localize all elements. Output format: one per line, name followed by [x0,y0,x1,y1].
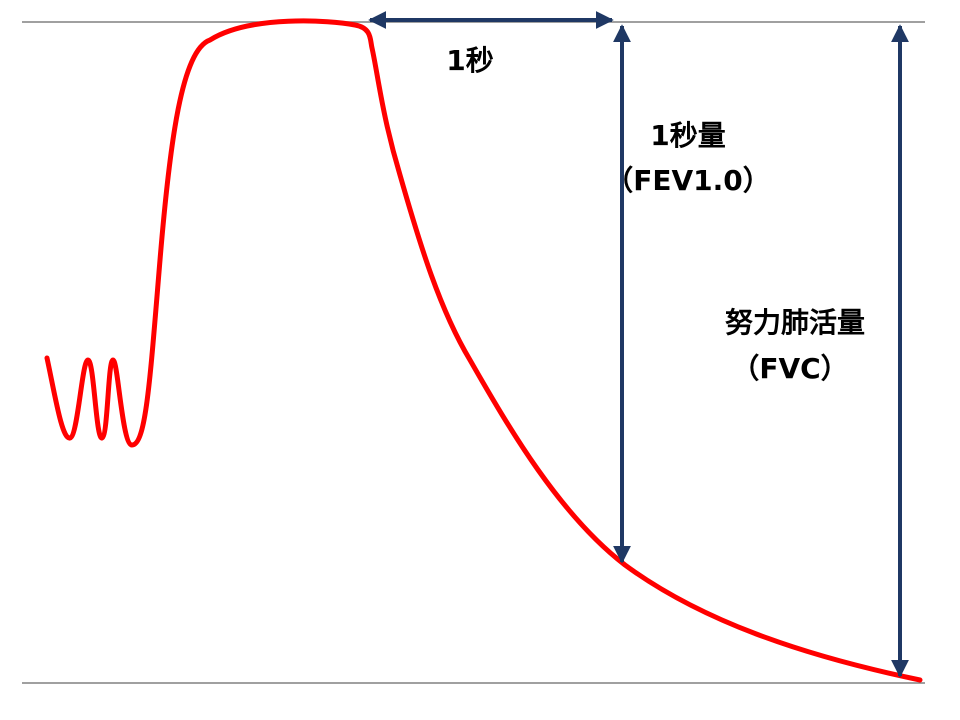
fev-title-label: 1秒量 [650,119,725,152]
fev-abbr-label: （FEV1.0） [605,164,771,197]
fvc-abbr-label: （FVC） [731,352,848,385]
spirometry-curve [44,18,923,683]
fvc-title-label: 努力肺活量 [725,306,865,339]
one-second-label: 1秒 [446,44,493,77]
